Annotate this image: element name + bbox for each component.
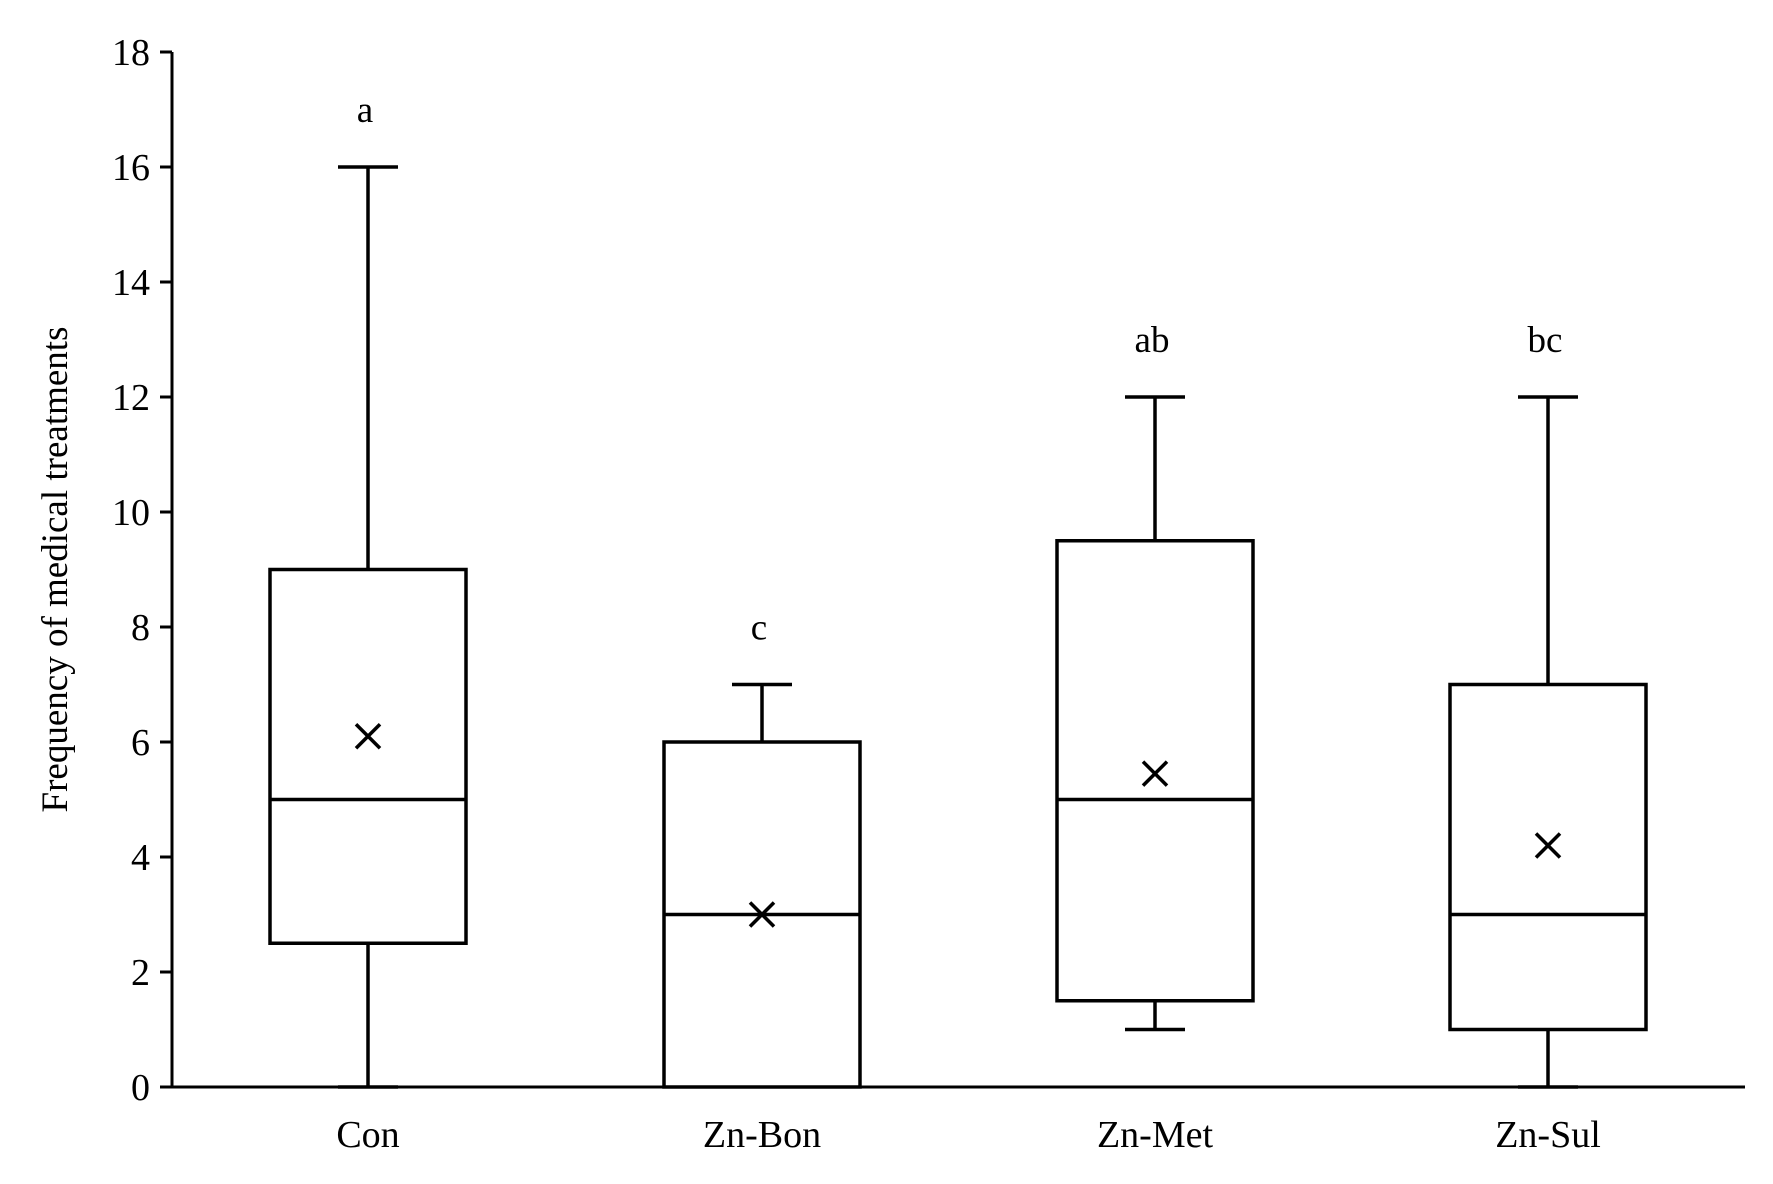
x-category-label: Zn-Bon — [703, 1114, 821, 1156]
significance-label: bc — [1528, 320, 1563, 361]
mean-marker-stroke-2 — [1141, 760, 1169, 787]
box-group-zn-sul — [1448, 395, 1648, 1089]
box-group-zn-bon — [662, 682, 862, 1089]
significance-label: a — [357, 90, 373, 131]
x-category-label: Con — [336, 1114, 399, 1156]
box-iqr — [1055, 539, 1255, 1003]
box-group-zn-met — [1055, 395, 1255, 1032]
axes: 0 2 4 6 8 10 12 14 16 18 — [112, 32, 1745, 1109]
significance-label: ab — [1135, 320, 1170, 361]
y-tick-label: 14 — [112, 262, 150, 304]
mean-marker-stroke-2 — [748, 901, 776, 928]
boxes — [268, 165, 1648, 1089]
labels: Frequency of medical treatments a Con c Zn-B… — [35, 90, 1601, 1156]
mean-marker-stroke-2 — [354, 723, 382, 750]
y-tick-label: 10 — [112, 492, 150, 534]
significance-label: c — [751, 608, 767, 649]
box-iqr — [268, 567, 468, 945]
y-tick-label: 18 — [112, 32, 150, 74]
y-tick-label: 16 — [112, 147, 150, 189]
y-tick-label: 0 — [131, 1067, 150, 1109]
x-category-label: Zn-Sul — [1495, 1114, 1601, 1156]
y-tick-label: 8 — [131, 607, 150, 649]
x-category-label: Zn-Met — [1097, 1114, 1214, 1156]
box-group-con — [268, 165, 468, 1089]
mean-marker-stroke-2 — [1534, 832, 1562, 859]
y-tick-label: 6 — [131, 722, 150, 764]
y-axis-title: Frequency of medical treatments — [35, 327, 76, 813]
y-tick-label: 12 — [112, 377, 150, 419]
y-tick-label: 4 — [131, 837, 150, 879]
y-tick-label: 2 — [131, 952, 150, 994]
box-iqr — [1448, 682, 1648, 1032]
